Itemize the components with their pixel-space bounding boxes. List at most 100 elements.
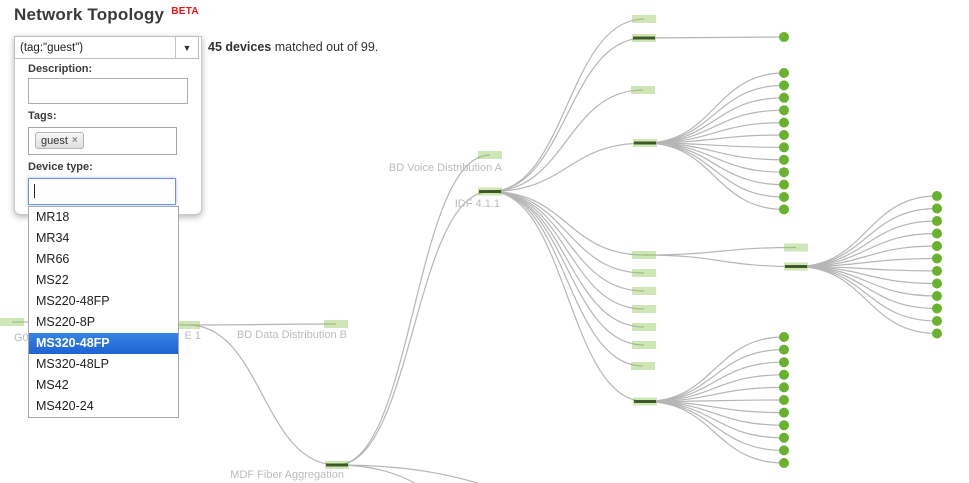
tags-input[interactable]: guest × [28, 127, 177, 155]
topology-device-node[interactable] [932, 266, 942, 276]
topology-node-label: G0 [14, 332, 29, 344]
beta-badge: BETA [171, 5, 199, 17]
topology-link [187, 324, 338, 466]
topology-link [489, 190, 645, 346]
device-type-option[interactable]: MR34 [36, 231, 70, 245]
topology-switch-node[interactable] [632, 305, 656, 313]
description-label: Description: [28, 63, 93, 75]
topology-switch-node[interactable] [631, 86, 655, 94]
topology-node-label: BD Voice Distribution A [389, 162, 503, 174]
topology-switch-node[interactable] [632, 269, 656, 277]
topology-link [489, 190, 645, 292]
topology-device-node[interactable] [779, 154, 789, 165]
topology-device-node[interactable] [779, 204, 789, 215]
topology-switch-node[interactable] [0, 318, 24, 326]
description-input[interactable] [28, 78, 188, 104]
topology-device-node[interactable] [779, 179, 789, 190]
topology-device-node[interactable] [779, 130, 789, 140]
topology-device-node[interactable] [779, 420, 789, 431]
topology-link [644, 109, 785, 144]
topology-link [795, 265, 938, 335]
device-type-option[interactable]: MR66 [36, 252, 70, 266]
topology-device-node[interactable] [932, 191, 942, 201]
tag-remove-icon[interactable]: × [71, 135, 78, 146]
topology-link [489, 37, 645, 193]
topology-link [336, 464, 416, 483]
topology-device-node[interactable] [932, 303, 942, 314]
topology-device-node[interactable] [932, 203, 942, 214]
topology-device-node[interactable] [779, 32, 789, 42]
device-type-option[interactable]: MS320-48FP [29, 333, 178, 354]
topology-device-node[interactable] [779, 117, 789, 128]
topology-link [489, 142, 646, 193]
topology-link [643, 254, 797, 268]
topology-device-node[interactable] [779, 357, 789, 368]
topology-device-node[interactable] [932, 328, 942, 339]
topology-device-node[interactable] [779, 382, 789, 393]
device-type-option[interactable]: MS220-8P [36, 315, 96, 329]
match-count: 45 devices [208, 40, 272, 54]
topology-link [644, 400, 785, 426]
topology-device-node[interactable] [779, 332, 789, 342]
device-type-option[interactable]: MS220-48FP [36, 294, 110, 308]
topology-device-node[interactable] [932, 291, 942, 301]
tag-chip[interactable]: guest × [35, 132, 84, 149]
topology-device-node[interactable] [779, 167, 789, 178]
topology-link [644, 142, 785, 210]
topology-link [644, 84, 785, 144]
device-type-option[interactable]: MR18 [36, 210, 70, 224]
topology-device-node[interactable] [779, 68, 789, 78]
topology-link [489, 190, 645, 256]
device-type-option[interactable]: MS320-48LP [36, 357, 109, 371]
device-type-option[interactable]: MS22 [36, 273, 69, 287]
topology-device-node[interactable] [932, 228, 942, 239]
topology-switch-node[interactable] [632, 323, 656, 331]
topology-switch-node[interactable] [478, 151, 502, 159]
match-summary: 45 devices matched out of 99. [208, 40, 378, 54]
topology-device-node[interactable] [779, 395, 789, 405]
topology-link [644, 97, 785, 144]
topology-device-node[interactable] [932, 241, 942, 251]
topology-link [336, 464, 480, 483]
topology-device-node[interactable] [932, 216, 942, 226]
topology-switch-node[interactable] [784, 243, 808, 252]
topology-switch-node[interactable] [324, 320, 348, 328]
topology-node-label: E 1 [184, 330, 201, 342]
topology-device-node[interactable] [779, 142, 789, 153]
chevron-down-icon[interactable]: ▼ [175, 37, 198, 58]
topology-device-node[interactable] [779, 432, 789, 443]
device-type-option[interactable]: MS42 [36, 378, 69, 392]
topology-switch-node[interactable] [631, 362, 655, 370]
topology-switch-node[interactable] [176, 321, 200, 329]
topology-link [489, 190, 645, 274]
topology-link [644, 349, 785, 403]
device-type-option[interactable]: MS420-24 [36, 399, 94, 413]
topology-device-node[interactable] [932, 253, 942, 264]
topology-device-node[interactable] [932, 278, 942, 289]
topology-device-node[interactable] [779, 92, 789, 103]
topology-device-node[interactable] [779, 458, 789, 468]
topology-device-node[interactable] [779, 407, 789, 418]
topology-switch-node[interactable] [632, 341, 656, 349]
device-type-input[interactable] [28, 178, 176, 205]
topology-device-node[interactable] [779, 105, 789, 116]
topology-link [489, 190, 645, 310]
topology-switch-node[interactable] [632, 251, 656, 259]
topology-switch-node[interactable] [632, 15, 656, 23]
topology-link [489, 190, 646, 403]
topology-device-node[interactable] [779, 192, 789, 202]
topology-device-node[interactable] [779, 445, 789, 456]
topology-device-node[interactable] [932, 316, 942, 326]
topology-link [336, 190, 491, 466]
topology-device-node[interactable] [779, 80, 789, 91]
topology-node-label: IDF 4.1.1 [455, 198, 500, 210]
topology-switch-node[interactable] [632, 287, 656, 295]
topology-link [643, 36, 785, 39]
topology-link [795, 265, 938, 310]
topology-link [795, 220, 938, 268]
topology-device-node[interactable] [779, 369, 789, 380]
topology-link [336, 154, 491, 466]
topology-device-node[interactable] [779, 344, 789, 355]
search-query-combobox[interactable]: (tag:"guest") ▼ [14, 36, 199, 59]
